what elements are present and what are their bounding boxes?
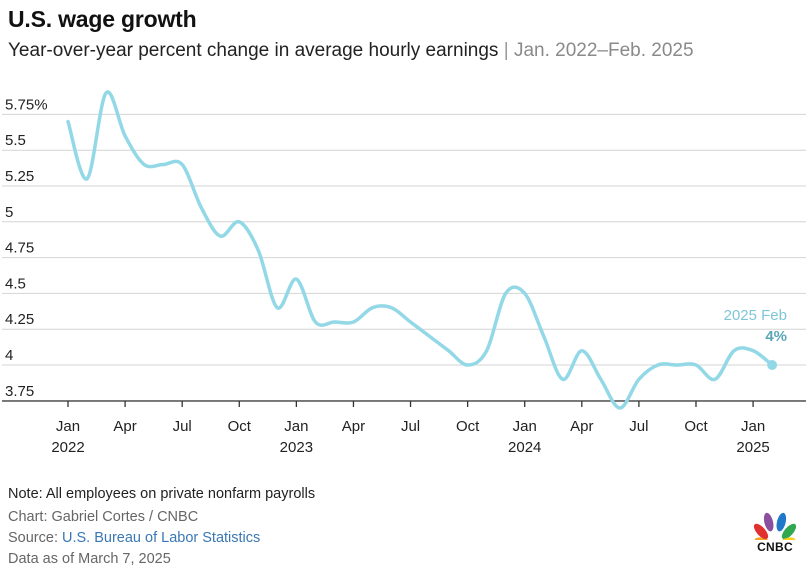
- subtitle-separator: |: [498, 40, 514, 61]
- x-tick-year-label: 2024: [508, 439, 541, 456]
- x-tick-year-label: 2023: [280, 439, 313, 456]
- x-tick-label: Jan: [741, 418, 765, 435]
- source-line: Source: U.S. Bureau of Labor Statistics: [8, 530, 260, 546]
- source-link[interactable]: U.S. Bureau of Labor Statistics: [62, 530, 261, 546]
- y-tick-label: 5.5: [5, 132, 26, 149]
- cnbc-logo-text: CNBC: [757, 540, 793, 554]
- y-tick-label: 5.25: [5, 168, 34, 185]
- peacock-icon: [753, 512, 797, 540]
- x-tick-label: Apr: [113, 418, 136, 435]
- x-tick-year-label: 2025: [736, 439, 769, 456]
- y-tick-label: 4.5: [5, 275, 26, 292]
- y-tick-label: 5: [5, 204, 13, 221]
- subtitle-main: Year-over-year percent change in average…: [8, 40, 499, 61]
- x-tick-label: Apr: [570, 418, 593, 435]
- footnote: Note: All employees on private nonfarm p…: [8, 486, 316, 502]
- y-tick-label: 4: [5, 347, 13, 364]
- chart-subtitle: Year-over-year percent change in average…: [8, 40, 694, 62]
- x-tick-label: Jul: [173, 418, 192, 435]
- y-axis-labels: 5.75% 5.5 5.25 5 4.75 4.5 4.25 4 3.75: [5, 96, 48, 399]
- x-tick-label: Jan: [284, 418, 308, 435]
- x-tick-year-label: 2022: [51, 439, 84, 456]
- x-tick-label: Oct: [456, 418, 480, 435]
- y-tick-label: 4.75: [5, 240, 34, 257]
- chart-title: U.S. wage growth: [8, 6, 197, 32]
- x-tick-label: Jan: [513, 418, 537, 435]
- gridlines: [2, 113, 806, 402]
- source-prefix: Source:: [8, 530, 62, 546]
- line-chart: 5.75% 5.5 5.25 5 4.75 4.5 4.25 4 3.75 Jan 2022 Apr…: [2, 90, 806, 456]
- latest-data-point: [767, 360, 778, 370]
- x-tick-label: Apr: [342, 418, 365, 435]
- annotation-label: 2025 Feb: [724, 307, 787, 324]
- x-tick-label: Jul: [629, 418, 648, 435]
- subtitle-date-range: Jan. 2022–Feb. 2025: [513, 40, 694, 61]
- x-tick-label: Jul: [401, 418, 420, 435]
- cnbc-logo: CNBC: [752, 506, 798, 562]
- series-line-wage-growth: [66, 90, 774, 410]
- x-tick-label: Oct: [684, 418, 708, 435]
- chart-credit: Chart: Gabriel Cortes / CNBC: [8, 509, 199, 525]
- y-tick-label: 3.75: [5, 383, 34, 400]
- x-tick-label: Oct: [228, 418, 252, 435]
- x-tick-label: Jan: [56, 418, 80, 435]
- y-tick-label: 4.25: [5, 311, 34, 328]
- y-tick-label: 5.75%: [5, 96, 48, 113]
- data-date: Data as of March 7, 2025: [8, 551, 171, 567]
- annotation-value: 4%: [765, 328, 787, 345]
- x-axis: Jan 2022 Apr Jul Oct Jan 2023 Apr Jul Oct Jan 2024 A…: [2, 400, 806, 456]
